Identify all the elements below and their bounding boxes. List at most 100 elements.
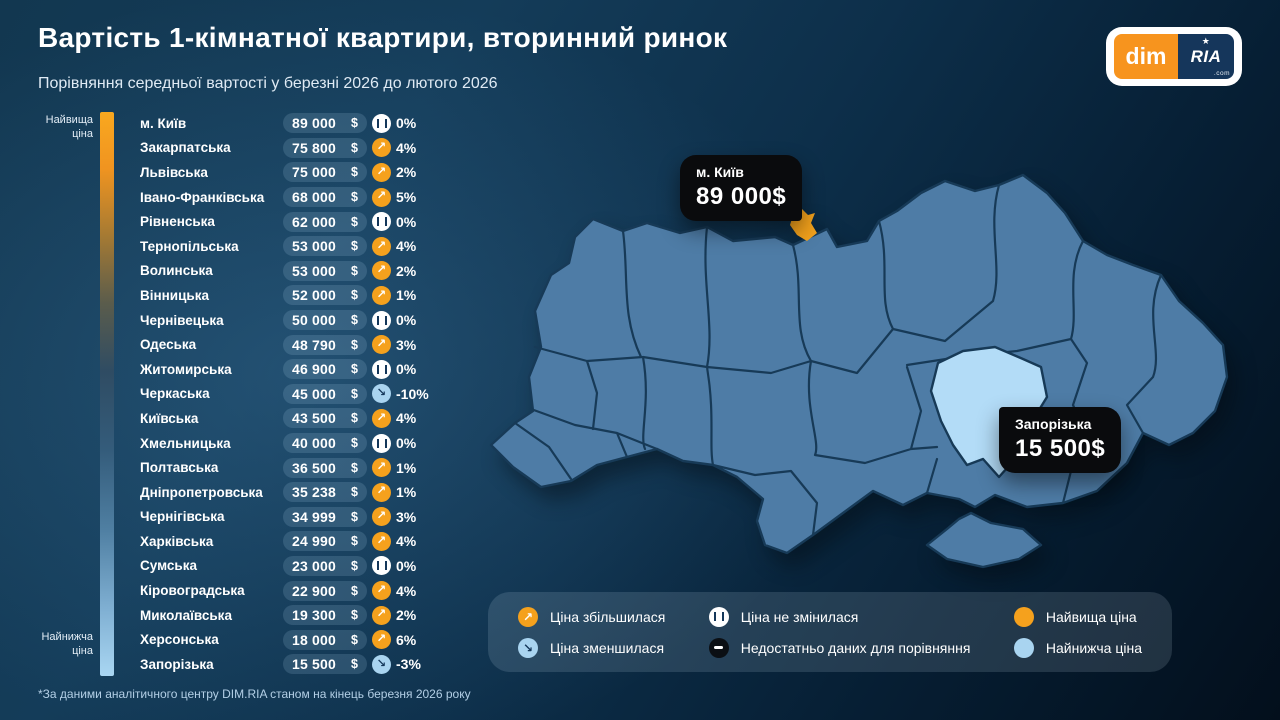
trend-up-icon: ↗ <box>372 458 391 478</box>
region-row: Харківська 24 990 $ ↗ 4% <box>140 529 480 554</box>
change-percent: 4% <box>396 139 417 156</box>
down-icon: ↘ <box>518 637 538 658</box>
trend-pause-icon <box>372 556 391 576</box>
price-scale-gradient-bar <box>100 112 114 676</box>
region-row: Житомирська 46 900 $ 0% <box>140 357 480 382</box>
trend-up-icon: ↗ <box>372 630 391 650</box>
price-pill: 18 000 $ <box>283 629 367 650</box>
region-row: Івано-Франківська 68 000 $ ↗ 5% <box>140 185 480 210</box>
region-name: Одеська <box>140 337 197 353</box>
ukraine-map-svg <box>489 173 1229 569</box>
legend-column: Найвища ціна Найнижча ціна <box>1013 606 1142 658</box>
trend-up-icon: ↗ <box>372 531 391 551</box>
region-name: Закарпатська <box>140 140 231 156</box>
region-row: Херсонська 18 000 $ ↗ 6% <box>140 627 480 652</box>
region-row: м. Київ 89 000 $ 0% <box>140 111 480 136</box>
price-value: 34 999 <box>292 508 337 525</box>
trend-up-icon: ↗ <box>372 138 391 158</box>
region-name: Миколаївська <box>140 607 232 623</box>
change-percent: 0% <box>396 213 417 230</box>
trend-up-icon: ↗ <box>372 162 391 182</box>
price-pill: 68 000 $ <box>283 187 367 208</box>
price-value: 48 790 <box>292 336 337 353</box>
legend-label: Найнижча ціна <box>1045 639 1142 656</box>
change-percent: 3% <box>396 336 417 353</box>
change-percent: 2% <box>396 607 417 624</box>
currency-symbol: $ <box>351 460 358 475</box>
page-subtitle: Порівняння середньої вартості у березні … <box>38 75 498 92</box>
region-name: Чернігівська <box>140 509 225 525</box>
price-value: 43 500 <box>292 410 337 427</box>
region-name: Хмельницька <box>140 435 231 451</box>
price-value: 15 500 <box>292 656 337 673</box>
region-name: Чернівецька <box>140 312 224 328</box>
trend-up-icon: ↗ <box>372 408 391 428</box>
region-row: Черкаська 45 000 $ ↘ -10% <box>140 382 480 407</box>
region-row: Закарпатська 75 800 $ ↗ 4% <box>140 136 480 161</box>
region-row: Сумська 23 000 $ 0% <box>140 554 480 579</box>
price-value: 23 000 <box>292 557 337 574</box>
trend-down-icon: ↘ <box>372 654 391 674</box>
price-pill: 22 900 $ <box>283 580 367 601</box>
price-pill: 53 000 $ <box>283 260 367 281</box>
scale-high-label: Найвища ціна <box>45 114 93 141</box>
legend-panel: ↗ Ціна збільшилася ↘ Ціна зменшилася Цін… <box>488 592 1172 672</box>
price-pill: 46 900 $ <box>283 359 367 380</box>
region-row: Дніпропетровська 35 238 $ ↗ 1% <box>140 480 480 505</box>
trend-up-icon: ↗ <box>372 285 391 305</box>
trend-pause-icon <box>372 212 391 232</box>
price-value: 68 000 <box>292 189 337 206</box>
price-value: 18 000 <box>292 631 337 648</box>
region-name: Харківська <box>140 533 214 549</box>
trend-up-icon: ↗ <box>372 605 391 625</box>
price-value: 89 000 <box>292 115 337 132</box>
trend-pause-icon <box>372 433 391 453</box>
region-name: Волинська <box>140 263 213 279</box>
region-name: Вінницька <box>140 287 209 303</box>
price-value: 46 900 <box>292 361 337 378</box>
change-percent: 1% <box>396 287 417 304</box>
change-percent: 4% <box>396 533 417 550</box>
legend-label: Ціна не змінилася <box>740 608 859 625</box>
trend-up-icon: ↗ <box>372 261 391 281</box>
price-pill: 36 500 $ <box>283 457 367 478</box>
legend-item: Найнижча ціна <box>1013 637 1142 658</box>
price-pill: 89 000 $ <box>283 113 367 134</box>
change-percent: 1% <box>396 459 417 476</box>
change-percent: 2% <box>396 262 417 279</box>
price-value: 22 900 <box>292 582 337 599</box>
trend-up-icon: ↗ <box>372 482 391 502</box>
legend-label: Ціна зменшилася <box>550 639 665 656</box>
region-row: Рівненська 62 000 $ 0% <box>140 209 480 234</box>
price-pill: 34 999 $ <box>283 506 367 527</box>
price-pill: 48 790 $ <box>283 334 367 355</box>
currency-symbol: $ <box>351 165 358 180</box>
price-value: 24 990 <box>292 533 337 550</box>
currency-symbol: $ <box>351 583 358 598</box>
currency-symbol: $ <box>351 337 358 352</box>
change-percent: 4% <box>396 582 417 599</box>
legend-label: Ціна збільшилася <box>550 608 666 625</box>
ria-logo-box: ★ RIA .com <box>1178 34 1234 79</box>
trend-up-icon: ↗ <box>372 335 391 355</box>
price-value: 45 000 <box>292 385 337 402</box>
region-row: Запорізька 15 500 $ ↘ -3% <box>140 652 480 677</box>
change-percent: 4% <box>396 410 417 427</box>
dim-logo-box: dim <box>1114 34 1178 79</box>
region-name: Запорізька <box>140 656 214 672</box>
currency-symbol: $ <box>351 485 358 500</box>
scale-low-label: Найнижча ціна <box>41 631 93 658</box>
change-percent: 0% <box>396 557 417 574</box>
region-row: Чернігівська 34 999 $ ↗ 3% <box>140 505 480 530</box>
kyiv-callout-name: м. Київ <box>696 164 744 180</box>
legend-item: Недостатньо даних для порівняння <box>708 637 970 658</box>
change-percent: 0% <box>396 312 417 329</box>
region-price-list: м. Київ 89 000 $ 0% Закарпатська 75 800 … <box>140 111 480 677</box>
currency-symbol: $ <box>351 436 358 451</box>
price-value: 53 000 <box>292 238 337 255</box>
zaporizhzhia-callout-price: 15 500$ <box>1015 435 1106 462</box>
trend-pause-icon <box>372 359 391 379</box>
price-value: 62 000 <box>292 213 337 230</box>
region-name: Полтавська <box>140 460 219 476</box>
price-value: 19 300 <box>292 607 337 624</box>
